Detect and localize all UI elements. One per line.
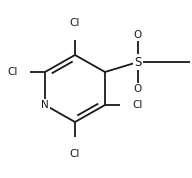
Text: O: O [134,84,142,94]
Text: O: O [134,30,142,40]
Text: Cl: Cl [70,18,80,28]
Text: Cl: Cl [70,149,80,159]
Text: N: N [41,100,49,110]
Text: S: S [134,56,142,69]
Text: Cl: Cl [132,100,142,110]
Text: Cl: Cl [8,67,18,77]
